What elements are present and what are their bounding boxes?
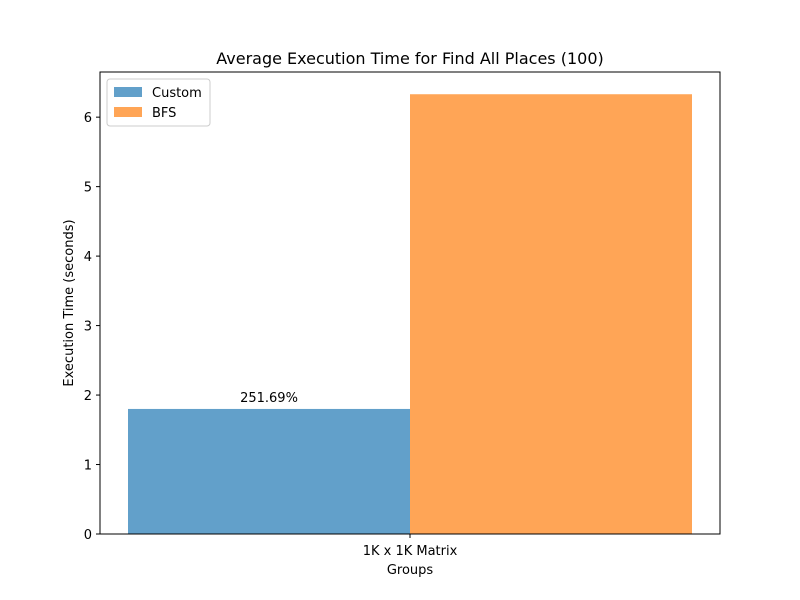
bars-group [128, 94, 692, 535]
y-tick-label: 2 [84, 389, 92, 404]
y-tick-label: 4 [84, 250, 92, 265]
legend-label-custom: Custom [152, 86, 202, 101]
legend-swatch-bfs [114, 107, 142, 117]
x-tick-label: 1K x 1K Matrix [363, 544, 458, 559]
y-tick-label: 1 [84, 459, 92, 474]
data-labels-group: 251.69% [240, 391, 298, 406]
x-axis-ticks: 1K x 1K Matrix [363, 534, 458, 559]
bar-bfs [410, 94, 692, 535]
bar-custom [128, 408, 410, 534]
y-tick-label: 6 [84, 111, 92, 126]
legend-label-bfs: BFS [152, 106, 176, 121]
y-tick-label: 5 [84, 181, 92, 196]
y-axis-ticks: 0 1 2 3 4 5 6 [84, 111, 100, 543]
x-axis-label: Groups [387, 563, 434, 578]
legend: Custom BFS [106, 78, 211, 127]
y-axis-label: Execution Time (seconds) [62, 219, 77, 386]
y-tick-label: 3 [84, 320, 92, 335]
data-label-custom: 251.69% [240, 391, 298, 406]
chart-title: Average Execution Time for Find All Plac… [216, 49, 604, 68]
legend-swatch-custom [114, 87, 142, 97]
y-tick-label: 0 [84, 528, 92, 543]
